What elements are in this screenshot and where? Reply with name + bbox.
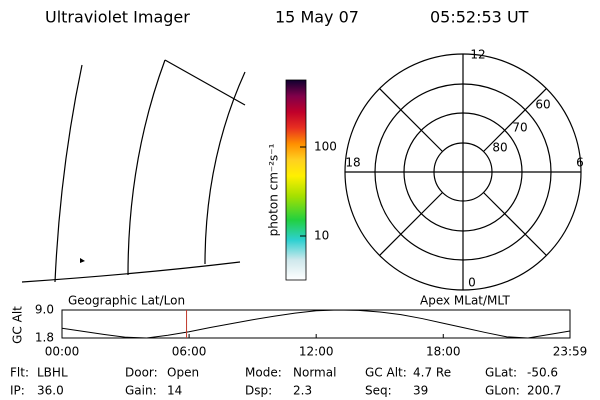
image-panel	[21, 59, 246, 283]
plot-title-right: Apex MLat/MLT	[420, 294, 510, 308]
info-value: 4.7 Re	[413, 366, 451, 380]
info-value: 39	[413, 384, 428, 398]
mlt-label: 0	[468, 276, 476, 290]
info-label: Mode:	[245, 366, 282, 380]
info-value: 14	[167, 384, 182, 398]
lat-label: 70	[512, 121, 527, 135]
x-tick-label: 18:00	[426, 345, 461, 359]
y-tick-label: 1.8	[35, 331, 54, 345]
info-label: IP:	[10, 384, 25, 398]
info-label: Seq:	[365, 384, 392, 398]
x-tick-label: 12:00	[299, 345, 334, 359]
polar-dial	[344, 53, 582, 291]
info-value: 2.3	[293, 384, 312, 398]
mlt-label: 12	[470, 48, 485, 62]
colorbar-tick: 100	[314, 140, 337, 154]
title: Ultraviolet Imager	[45, 8, 190, 27]
info-label: GC Alt:	[365, 366, 407, 380]
x-tick-label: 23:59	[553, 345, 588, 359]
plot-title-left: Geographic Lat/Lon	[68, 294, 185, 308]
info-value: LBHL	[37, 366, 68, 380]
info-label: Gain:	[125, 384, 157, 398]
x-tick-label: 00:00	[45, 345, 80, 359]
info-label: Dsp:	[245, 384, 272, 398]
colorbar-label: photon cm⁻²s⁻¹	[267, 143, 281, 236]
date: 15 May 07	[275, 8, 359, 27]
info-value: 200.7	[527, 384, 561, 398]
info-label: Door:	[125, 366, 158, 380]
info-label: GLat:	[485, 366, 517, 380]
info-value: -50.6	[527, 366, 558, 380]
x-tick-label: 06:00	[172, 345, 207, 359]
info-value: Open	[167, 366, 199, 380]
info-label: GLon:	[485, 384, 520, 398]
info-label: Flt:	[10, 366, 29, 380]
mlt-label: 6	[576, 156, 584, 170]
lat-label: 80	[492, 141, 507, 155]
colorbar: 100 10 photon cm⁻²s⁻¹	[267, 79, 337, 281]
time: 05:52:53 UT	[430, 8, 529, 27]
mlt-label: 18	[345, 156, 360, 170]
y-tick-label: 9.0	[35, 303, 54, 317]
y-axis-label: GC Alt	[11, 306, 25, 344]
lat-label: 60	[535, 98, 550, 112]
colorbar-tick: 10	[314, 229, 329, 243]
info-value: 36.0	[37, 384, 64, 398]
altitude-line	[61, 309, 571, 339]
info-value: Normal	[293, 366, 336, 380]
